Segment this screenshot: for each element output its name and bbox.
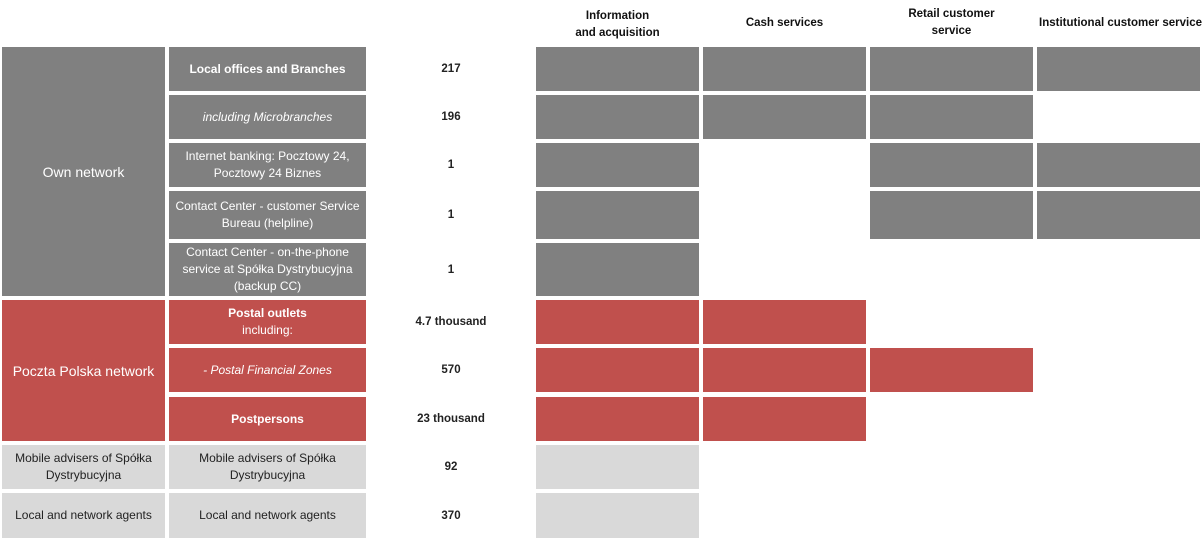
cell-local-offices-retail: [870, 47, 1033, 91]
row-value-postal-financial-zones: 570: [441, 364, 461, 376]
cell-internet-banking-information: [536, 143, 699, 187]
row-value-postpersons: 23 thousand: [417, 413, 485, 425]
row-label-contact-center-helpline: Contact Center - customer Service Bureau…: [169, 191, 366, 239]
cell-backup-cc-information: [536, 243, 699, 296]
header-retail-customer-service: Retail customer service: [908, 8, 995, 37]
row-value-postal-outlets: 4.7 thousand: [415, 316, 487, 328]
header-information-acquisition: Information and acquisition: [575, 10, 660, 39]
cell-postpersons-information: [536, 397, 699, 441]
row-label-internet-banking: Internet banking: Pocztowy 24, Pocztowy …: [169, 143, 366, 187]
row-value-internet-banking: 1: [447, 159, 455, 171]
group-mobile-advisers: Mobile advisers of Spółka Dystrybucyjna: [2, 445, 165, 489]
cell-internet-banking-retail: [870, 143, 1033, 187]
cell-helpline-information: [536, 191, 699, 239]
row-value-contact-center-helpline: 1: [447, 209, 455, 221]
row-label-postal-financial-zones: - Postal Financial Zones: [169, 348, 366, 392]
group-own-network: Own network: [2, 47, 165, 296]
cell-microbranches-information: [536, 95, 699, 139]
cell-pfz-retail: [870, 348, 1033, 392]
row-value-local-network-agents: 370: [441, 509, 461, 522]
cell-helpline-retail: [870, 191, 1033, 239]
row-label-contact-center-backup: Contact Center - on-the-phone service at…: [169, 243, 366, 296]
cell-microbranches-cash: [703, 95, 866, 139]
row-label-local-network-agents: Local and network agents: [169, 493, 366, 538]
group-poczta-polska-network: Poczta Polska network: [2, 300, 165, 441]
row-value-local-offices: 217: [441, 63, 461, 75]
row-label-postal-outlets: Postal outlets including:: [169, 300, 366, 344]
header-institutional-customer-service: Institutional customer service: [1039, 16, 1202, 29]
row-value-microbranches: 196: [441, 111, 461, 123]
cell-postal-outlets-information: [536, 300, 699, 344]
row-value-mobile-advisers: 92: [444, 461, 458, 473]
cell-local-offices-information: [536, 47, 699, 91]
row-label-local-offices: Local offices and Branches: [169, 47, 366, 91]
cell-local-offices-institutional: [1037, 47, 1200, 91]
row-label-postpersons: Postpersons: [169, 397, 366, 441]
cell-local-offices-cash: [703, 47, 866, 91]
cell-postal-outlets-cash: [703, 300, 866, 344]
row-value-contact-center-backup: 1: [447, 263, 455, 276]
row-label-mobile-advisers: Mobile advisers of Spółka Dystrybucyjna: [169, 445, 366, 489]
header-cash-services: Cash services: [745, 16, 824, 29]
cell-mobile-advisers-information: [536, 445, 699, 489]
cell-microbranches-retail: [870, 95, 1033, 139]
cell-pfz-information: [536, 348, 699, 392]
cell-internet-banking-institutional: [1037, 143, 1200, 187]
row-label-microbranches: including Microbranches: [169, 95, 366, 139]
cell-agents-information: [536, 493, 699, 538]
cell-postpersons-cash: [703, 397, 866, 441]
cell-pfz-cash: [703, 348, 866, 392]
cell-helpline-institutional: [1037, 191, 1200, 239]
group-local-network-agents: Local and network agents: [2, 493, 165, 538]
